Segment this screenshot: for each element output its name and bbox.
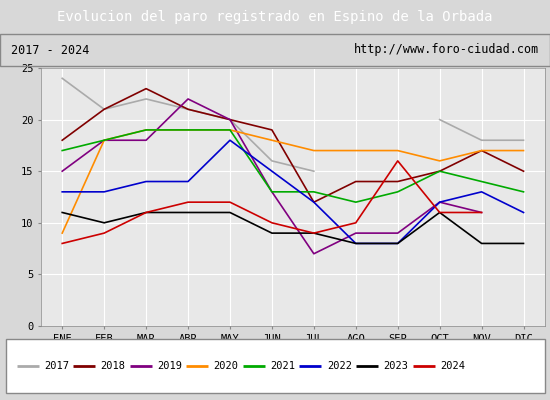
Text: 2022: 2022: [327, 361, 352, 371]
Text: 2024: 2024: [440, 361, 465, 371]
Text: 2017: 2017: [44, 361, 69, 371]
Text: 2021: 2021: [270, 361, 295, 371]
Text: 2017 - 2024: 2017 - 2024: [11, 44, 89, 56]
Text: 2023: 2023: [383, 361, 409, 371]
Text: http://www.foro-ciudad.com: http://www.foro-ciudad.com: [354, 44, 539, 56]
Text: Evolucion del paro registrado en Espino de la Orbada: Evolucion del paro registrado en Espino …: [57, 10, 493, 24]
FancyBboxPatch shape: [6, 339, 544, 393]
Text: 2018: 2018: [101, 361, 125, 371]
Text: 2019: 2019: [157, 361, 182, 371]
Text: 2020: 2020: [214, 361, 239, 371]
